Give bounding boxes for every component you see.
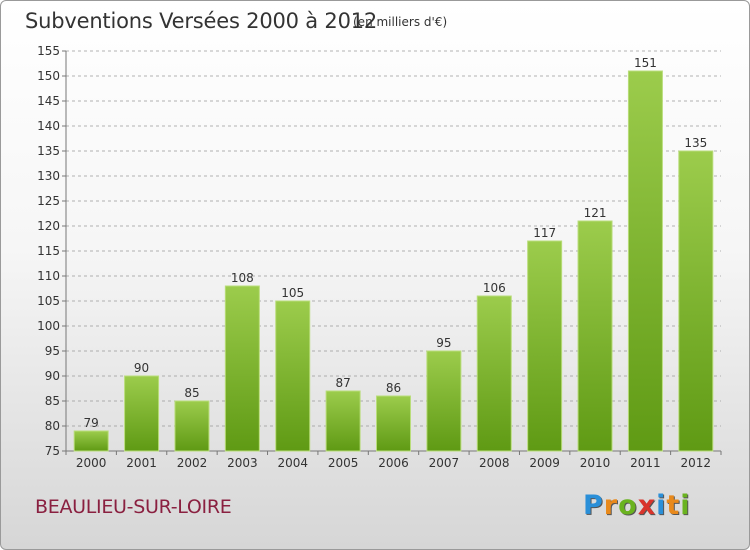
y-tick-label: 80 [45, 419, 60, 433]
data-label: 85 [184, 386, 199, 400]
logo-letter: r [603, 490, 619, 521]
logo-letter: o [618, 490, 638, 521]
chart-subtitle: (en milliers d'€) [353, 15, 448, 29]
y-tick-label: 105 [37, 294, 60, 308]
x-tick-label: 2005 [328, 456, 359, 470]
bar-2000 [73, 430, 109, 452]
labels: 75 80 85 90 95 100 105 110 115 120 125 130 135 140 145… [37, 44, 711, 470]
data-label: 87 [335, 376, 350, 390]
data-label: 86 [386, 381, 401, 395]
y-tick-label: 100 [37, 319, 60, 333]
y-tick-label: 145 [37, 94, 60, 108]
x-tick-label: 2006 [378, 456, 409, 470]
x-tick-label: 2002 [177, 456, 208, 470]
y-tick-label: 110 [37, 269, 60, 283]
bars [73, 70, 714, 452]
x-tick-label: 2009 [529, 456, 560, 470]
bar-2001 [124, 375, 160, 452]
y-tick-label: 120 [37, 219, 60, 233]
y-tick-label: 85 [45, 394, 60, 408]
bar-2005 [325, 390, 361, 452]
y-tick-label: 140 [37, 119, 60, 133]
y-tick-label: 90 [45, 369, 60, 383]
x-tick-label: 2007 [429, 456, 460, 470]
bar-2006 [376, 395, 411, 452]
logo-letter: x [637, 490, 657, 521]
data-label: 117 [533, 226, 556, 240]
x-tick-label: 2003 [227, 456, 258, 470]
bar-2003 [224, 285, 260, 452]
x-tick-label: 2000 [76, 456, 107, 470]
x-tick-label: 2008 [479, 456, 510, 470]
logo-letter: i [656, 490, 667, 521]
data-label: 79 [84, 416, 99, 430]
bar-2011 [627, 70, 663, 452]
x-tick-label: 2001 [126, 456, 157, 470]
data-label: 108 [231, 271, 254, 285]
y-tick-label: 150 [37, 69, 60, 83]
bar-2008 [476, 295, 512, 452]
chart-title: Subventions Versées 2000 à 2012 [25, 9, 378, 33]
data-label: 90 [134, 361, 149, 375]
y-tick-label: 95 [45, 344, 60, 358]
location-name: BEAULIEU-SUR-LOIRE [35, 496, 232, 518]
bar-2004 [275, 300, 311, 452]
x-tick-label: 2011 [630, 456, 661, 470]
x-tick-label: 2004 [277, 456, 308, 470]
y-tick-label: 125 [37, 194, 60, 208]
y-tick-label: 135 [37, 144, 60, 158]
x-tick-label: 2010 [580, 456, 611, 470]
data-label: 105 [281, 286, 304, 300]
logo-letter: i [680, 490, 691, 521]
y-tick-label: 115 [37, 244, 60, 258]
data-label: 135 [684, 136, 707, 150]
logo-letter: P [583, 490, 604, 521]
bar-2002 [174, 400, 210, 452]
y-tick-label: 130 [37, 169, 60, 183]
y-tick-label: 75 [45, 444, 60, 458]
proxiti-logo[interactable]: Proxiti [583, 490, 691, 521]
y-tick-label: 155 [37, 44, 60, 58]
data-label: 106 [483, 281, 506, 295]
bar-2009 [527, 240, 563, 452]
bar-2010 [577, 220, 613, 452]
data-label: 95 [436, 336, 451, 350]
data-label: 121 [584, 206, 607, 220]
grid-lines [66, 50, 721, 427]
bar-2007 [426, 350, 462, 452]
logo-letter: t [666, 490, 681, 521]
bar-2012 [678, 150, 714, 452]
data-label: 151 [634, 56, 657, 70]
x-tick-label: 2012 [681, 456, 712, 470]
